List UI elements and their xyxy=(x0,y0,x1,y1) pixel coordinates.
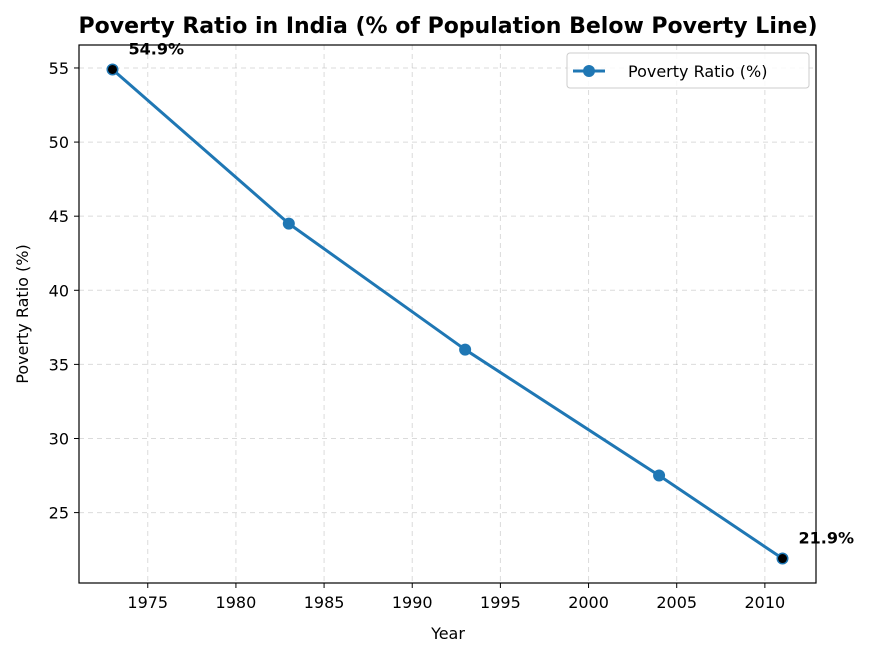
y-tick-label: 45 xyxy=(49,207,69,226)
x-tick-label: 1975 xyxy=(127,593,168,612)
y-tick-label: 25 xyxy=(49,504,69,523)
plot-frame xyxy=(78,44,817,584)
highlight-marker xyxy=(108,64,117,74)
x-axis: 1975 1980 1985 1990 1995 2000 2005 2010 xyxy=(127,583,785,612)
legend-box xyxy=(566,52,810,89)
legend: Poverty Ratio (%) xyxy=(566,52,810,89)
grid xyxy=(79,45,816,583)
x-tick-label: 1990 xyxy=(392,593,433,612)
chart-title: Poverty Ratio in India (% of Population … xyxy=(78,14,817,39)
y-axis: 25 30 35 40 45 50 55 xyxy=(49,59,79,523)
y-tick-label: 30 xyxy=(49,429,69,448)
y-axis-label: Poverty Ratio (%) xyxy=(13,244,32,383)
data-point xyxy=(459,343,472,356)
series-line xyxy=(111,68,784,560)
y-tick-label: 55 xyxy=(49,59,69,78)
x-tick-label: 1995 xyxy=(480,593,521,612)
x-tick-label: 1985 xyxy=(304,593,345,612)
y-tick-label: 35 xyxy=(49,355,69,374)
legend-label: Poverty Ratio (%) xyxy=(628,62,767,81)
data-label: 54.9% xyxy=(129,39,185,58)
y-tick-label: 50 xyxy=(49,133,69,152)
x-tick-label: 2000 xyxy=(568,593,609,612)
data-label: 21.9% xyxy=(799,529,855,548)
data-point xyxy=(653,469,666,482)
x-tick-label: 2010 xyxy=(745,593,786,612)
y-tick-label: 40 xyxy=(49,281,69,300)
data-point xyxy=(282,217,295,230)
legend-marker xyxy=(583,65,595,77)
x-tick-label: 1980 xyxy=(216,593,257,612)
series-group xyxy=(106,63,789,565)
x-axis-label: Year xyxy=(430,624,465,643)
x-tick-label: 2005 xyxy=(656,593,697,612)
highlight-marker xyxy=(778,554,787,564)
annotations: 54.9% 21.9% xyxy=(108,39,855,564)
